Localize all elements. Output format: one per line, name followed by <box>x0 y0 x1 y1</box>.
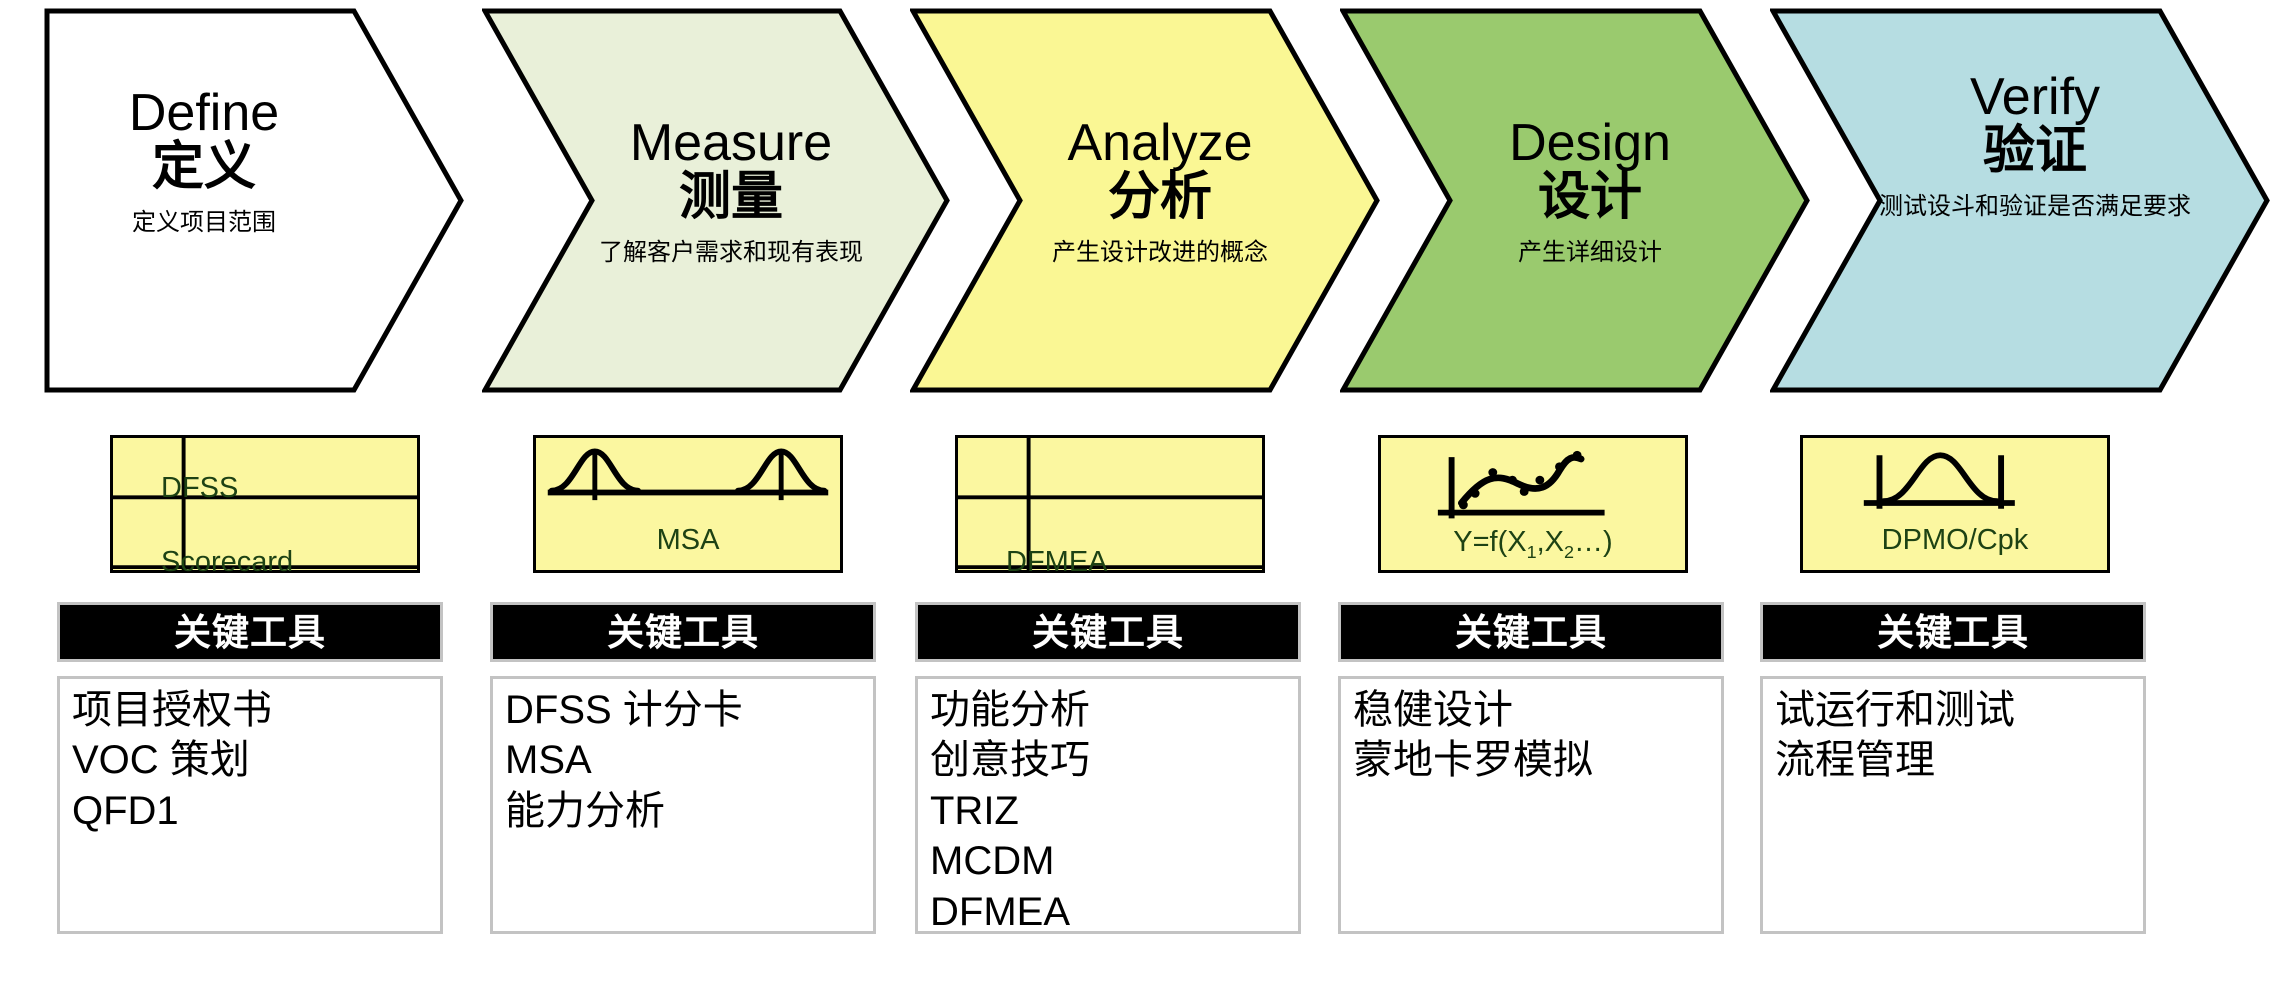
phase-chevron-verify[interactable]: Verify 验证 测试设斗和验证是否满足要求 <box>1770 8 2270 393</box>
list-item: 能力分析 <box>505 788 665 833</box>
tool-caption-line2: DFMEA <box>1006 546 1108 578</box>
key-tools-header-label: 关键工具 <box>174 611 326 653</box>
chevron-shape-measure <box>482 8 950 393</box>
phase-chevron-analyze[interactable]: Analyze 分析 产生设计改进的概念 <box>910 8 1380 393</box>
key-tools-list-define: 项目授权书 VOC 策划 QFD1 <box>57 676 443 934</box>
tool-caption-line1: MSA <box>656 524 720 556</box>
phase-chevron-define[interactable]: Define 定义 定义项目范围 <box>44 8 464 393</box>
tool-caption-line1: DFSS <box>161 472 239 504</box>
tool-icon-box-design[interactable]: Y=f(X1,X2…) <box>1378 435 1688 573</box>
formula-y: Y=f(X <box>1453 526 1527 558</box>
tool-icon-box-analyze[interactable]: DFMEA <box>955 435 1265 577</box>
list-item: 创意技巧 <box>930 738 1090 783</box>
chevron-shape-define <box>44 8 464 393</box>
key-tools-header-verify: 关键工具 <box>1760 602 2146 662</box>
key-tools-list-design: 稳健设计 蒙地卡罗模拟 <box>1338 676 1724 934</box>
formula-sub-1: 1 <box>1526 541 1537 562</box>
two-bell-curves-icon <box>547 448 829 501</box>
key-tools-list-verify: 试运行和测试 流程管理 <box>1760 676 2146 934</box>
formula-sub-2: 2 <box>1564 541 1575 562</box>
phase-chevron-measure[interactable]: Measure 测量 了解客户需求和现有表现 <box>482 8 950 393</box>
list-item: 流程管理 <box>1775 738 1935 783</box>
key-tools-header-design: 关键工具 <box>1338 602 1724 662</box>
key-tools-list-analyze: 功能分析 创意技巧 TRIZ MCDM DFMEA <box>915 676 1301 934</box>
key-tools-header-label: 关键工具 <box>1455 611 1607 653</box>
list-item: DFMEA <box>930 889 1070 934</box>
tool-icon-box-measure[interactable]: MSA <box>533 435 843 573</box>
formula-tail: …) <box>1574 526 1613 558</box>
list-item: QFD1 <box>72 788 179 833</box>
formula-sep: ,X <box>1536 526 1565 558</box>
list-item: MSA <box>505 738 592 783</box>
list-item: 试运行和测试 <box>1775 688 2015 732</box>
tool-caption-line2: Y=f(X1,X2…) <box>1381 528 1685 561</box>
bell-curve-spec-limits-icon <box>1863 452 2015 509</box>
list-item: 功能分析 <box>930 688 1090 732</box>
list-item: MCDM <box>930 839 1055 884</box>
table-grid-icon <box>958 438 1262 570</box>
key-tools-header-measure: 关键工具 <box>490 602 876 662</box>
key-tools-header-define: 关键工具 <box>57 602 443 662</box>
tool-icon-box-define[interactable]: DFSS Scorecard <box>110 435 420 577</box>
key-tools-header-label: 关键工具 <box>607 611 759 653</box>
list-item: VOC 策划 <box>72 738 250 783</box>
process-chevron-band: Define 定义 定义项目范围 Measure 测量 了解客户需求和现有表现 … <box>0 0 2274 400</box>
key-tools-header-analyze: 关键工具 <box>915 602 1301 662</box>
tool-caption-line2: DPMO/Cpk <box>1881 524 2029 556</box>
list-item: DFSS 计分卡 <box>505 688 743 732</box>
tool-icon-box-verify[interactable]: DPMO/Cpk <box>1800 435 2110 573</box>
scatter-plot-curve-icon <box>1437 450 1605 519</box>
chevron-shape-analyze <box>910 8 1380 393</box>
list-item: 蒙地卡罗模拟 <box>1353 738 1593 783</box>
key-tools-header-label: 关键工具 <box>1032 611 1184 653</box>
chevron-shape-design <box>1340 8 1810 393</box>
chevron-shape-verify <box>1770 8 2270 393</box>
table-grid-icon <box>113 438 417 570</box>
key-tools-list-measure: DFSS 计分卡 MSA 能力分析 <box>490 676 876 934</box>
phase-chevron-design[interactable]: Design 设计 产生详细设计 <box>1340 8 1810 393</box>
list-item: 稳健设计 <box>1353 688 1513 732</box>
tool-caption-line2: Scorecard <box>161 546 294 578</box>
list-item: 项目授权书 <box>72 688 272 732</box>
key-tools-header-label: 关键工具 <box>1877 611 2029 653</box>
list-item: TRIZ <box>930 788 1019 833</box>
